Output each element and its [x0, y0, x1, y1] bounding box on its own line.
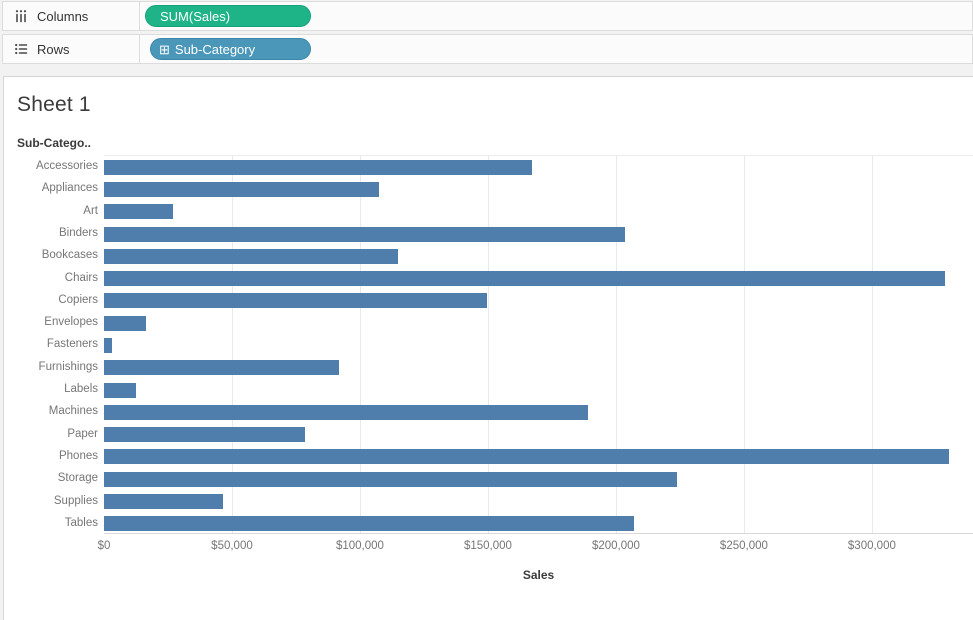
bar-row-copiers: Copiers [58, 290, 973, 312]
category-label-fasteners[interactable]: Fasteners [46, 338, 98, 351]
bar-row-furnishings: Furnishings [39, 357, 973, 379]
columns-shelf-label: Columns [37, 8, 89, 24]
x-tick-label: $100,000 [335, 540, 384, 552]
x-tick-label: $50,000 [211, 540, 253, 552]
columns-shelf-label-box: Columns [2, 1, 140, 31]
bar-envelopes[interactable] [104, 315, 147, 331]
bar-row-labels: Labels [64, 379, 973, 401]
bar-machines[interactable] [104, 404, 589, 420]
category-label-art[interactable]: Art [83, 204, 98, 217]
category-label-envelopes[interactable]: Envelopes [44, 316, 98, 329]
bar-supplies[interactable] [104, 494, 224, 510]
gridline-50000 [231, 156, 233, 533]
gridline-250000 [743, 156, 745, 533]
bar-row-supplies: Supplies [54, 490, 973, 512]
category-label-machines[interactable]: Machines [48, 405, 98, 418]
rows-icon [15, 43, 28, 55]
bar-tables[interactable] [104, 516, 634, 532]
bar-row-storage: Storage [58, 468, 973, 490]
x-tick-label: $250,000 [719, 540, 768, 552]
sum-sales-pill[interactable]: SUM(Sales) [145, 5, 311, 27]
x-tick-label: $200,000 [591, 540, 640, 552]
bar-row-envelopes: Envelopes [44, 312, 973, 334]
x-tick-label: $150,000 [463, 540, 512, 552]
bar-labels[interactable] [104, 382, 136, 398]
bar-accessories[interactable] [104, 159, 533, 175]
x-tick-label: $300,000 [847, 540, 896, 552]
columns-shelf-area[interactable]: SUM(Sales) [140, 1, 973, 31]
category-label-furnishings[interactable]: Furnishings [38, 360, 98, 373]
x-axis: Sales $0 $50,000 $100,000 $150,000 $200,000 $… [98, 534, 973, 582]
category-label-paper[interactable]: Paper [67, 427, 98, 440]
gridline-200000 [615, 156, 617, 533]
rows-shelf: Rows ⊞ Sub-Category [2, 34, 973, 64]
category-label-accessories[interactable]: Accessories [36, 160, 98, 173]
columns-icon [15, 10, 27, 23]
bar-row-phones: Phones [59, 446, 973, 468]
category-label-copiers[interactable]: Copiers [58, 293, 98, 306]
category-label-chairs[interactable]: Chairs [64, 271, 98, 284]
category-label-supplies[interactable]: Supplies [53, 494, 98, 507]
bar-row-art: Art [83, 201, 973, 223]
bar-art[interactable] [104, 204, 174, 220]
category-label-phones[interactable]: Phones [58, 449, 98, 462]
category-label-labels[interactable]: Labels [64, 383, 98, 396]
gridline-150000 [487, 156, 489, 533]
columns-shelf: Columns SUM(Sales) [2, 1, 973, 31]
bar-row-binders: Binders [59, 223, 973, 245]
row-header-sub-category[interactable]: Sub-Catego.. [17, 136, 91, 150]
rows-shelf-label: Rows [37, 41, 70, 57]
bar-row-bookcases: Bookcases [42, 245, 973, 267]
category-label-tables[interactable]: Tables [64, 516, 98, 529]
bar-phones[interactable] [104, 449, 949, 465]
bar-binders[interactable] [104, 226, 625, 242]
bar-chart-plot-area: Accessories Appliances Art Binders Bookcases… [36, 155, 973, 535]
bar-row-appliances: Appliances [42, 178, 973, 200]
rows-shelf-label-box: Rows [2, 34, 140, 64]
bar-paper[interactable] [104, 427, 305, 443]
gridline-100000 [359, 156, 361, 533]
bar-row-machines: Machines [49, 401, 973, 423]
sheet-canvas: Sheet 1 Sub-Catego.. Accessories Applianc… [3, 76, 973, 620]
bar-chairs[interactable] [104, 271, 945, 287]
sub-category-pill[interactable]: ⊞ Sub-Category [150, 38, 311, 60]
bar-row-accessories: Accessories [36, 156, 973, 178]
sheet-title: Sheet 1 [17, 93, 91, 116]
category-label-binders[interactable]: Binders [59, 227, 98, 240]
sub-category-pill-label: Sub-Category [174, 41, 256, 57]
bar-row-fasteners: Fasteners [47, 334, 973, 356]
category-label-bookcases[interactable]: Bookcases [41, 249, 98, 262]
bar-copiers[interactable] [104, 293, 487, 309]
bar-row-paper: Paper [67, 424, 973, 446]
bar-row-tables: Tables [65, 513, 973, 535]
bar-bookcases[interactable] [104, 248, 399, 264]
bar-fasteners[interactable] [104, 337, 112, 353]
bar-appliances[interactable] [104, 181, 380, 197]
plus-box-icon[interactable]: ⊞ [159, 41, 170, 57]
gridline-300000 [871, 156, 873, 533]
sum-sales-pill-label: SUM(Sales) [160, 8, 231, 24]
category-label-appliances[interactable]: Appliances [41, 182, 98, 195]
x-tick-label: $0 [97, 540, 111, 552]
category-label-storage[interactable]: Storage [57, 472, 98, 485]
bar-storage[interactable] [104, 471, 677, 487]
rows-shelf-area[interactable]: ⊞ Sub-Category [140, 34, 973, 64]
bar-furnishings[interactable] [104, 360, 339, 376]
x-axis-title: Sales [522, 568, 555, 582]
bar-row-chairs: Chairs [65, 267, 973, 289]
